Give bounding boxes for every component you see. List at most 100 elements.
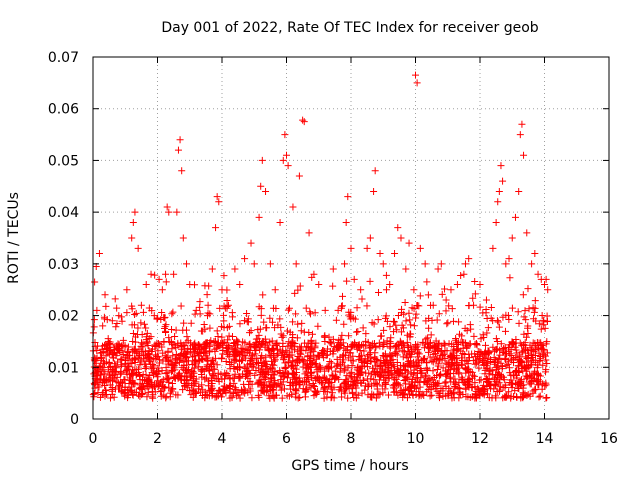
data-point <box>185 387 193 395</box>
data-point <box>525 305 533 313</box>
data-point <box>357 286 365 294</box>
data-point <box>404 368 412 376</box>
data-point <box>520 363 528 371</box>
data-point <box>452 334 460 342</box>
data-point <box>201 325 209 333</box>
data-point <box>177 350 185 358</box>
data-point <box>190 387 198 395</box>
data-point <box>489 244 497 252</box>
data-point <box>444 392 452 400</box>
data-point <box>543 318 551 326</box>
data-point <box>519 394 527 402</box>
data-point <box>220 338 228 346</box>
data-point <box>250 260 258 268</box>
data-point <box>136 372 144 380</box>
data-point <box>352 391 360 399</box>
data-point <box>516 380 524 388</box>
points-layer <box>89 71 552 402</box>
data-point <box>263 387 271 395</box>
data-point <box>538 311 546 319</box>
data-point <box>513 394 521 402</box>
data-point <box>400 376 408 384</box>
data-point <box>292 373 300 381</box>
data-point <box>497 383 505 391</box>
data-point <box>389 382 397 390</box>
data-point <box>509 340 517 348</box>
data-point <box>512 346 520 354</box>
data-point <box>311 309 319 317</box>
data-point <box>365 351 373 359</box>
data-point <box>90 379 98 387</box>
data-point <box>392 375 400 383</box>
data-point <box>214 339 222 347</box>
data-point <box>324 362 332 370</box>
data-point <box>473 341 481 349</box>
data-point <box>400 343 408 351</box>
data-point <box>499 394 507 402</box>
data-point <box>410 322 418 330</box>
data-point <box>96 393 104 401</box>
data-point <box>271 367 279 375</box>
data-point <box>158 308 166 316</box>
data-point <box>263 360 271 368</box>
data-point <box>436 356 444 364</box>
data-point <box>505 364 513 372</box>
data-point <box>289 318 297 326</box>
data-point <box>403 331 411 339</box>
data-point <box>139 347 147 355</box>
data-point <box>195 382 203 390</box>
data-point <box>482 296 490 304</box>
data-point <box>237 357 245 365</box>
data-point <box>258 156 266 164</box>
data-point <box>154 314 162 322</box>
data-point <box>459 349 467 357</box>
data-point <box>123 309 131 317</box>
data-point <box>114 345 122 353</box>
data-point <box>382 353 390 361</box>
data-point <box>412 341 420 349</box>
data-point <box>512 339 520 347</box>
data-point <box>349 352 357 360</box>
data-point <box>217 370 225 378</box>
data-point <box>402 351 410 359</box>
data-point <box>395 345 403 353</box>
data-point <box>134 244 142 252</box>
data-point <box>329 335 337 343</box>
data-point <box>448 340 456 348</box>
data-point <box>382 271 390 279</box>
data-point <box>159 376 167 384</box>
data-point <box>285 370 293 378</box>
data-point <box>530 308 538 316</box>
data-point <box>222 357 230 365</box>
data-point <box>113 304 121 312</box>
data-point <box>191 358 199 366</box>
data-point <box>377 332 385 340</box>
data-point <box>90 393 98 401</box>
data-point <box>352 328 360 336</box>
data-point <box>422 335 430 343</box>
data-point <box>394 391 402 399</box>
data-point <box>284 359 292 367</box>
data-point <box>337 364 345 372</box>
data-point <box>350 341 358 349</box>
data-point <box>349 342 357 350</box>
data-point <box>424 334 432 342</box>
data-point <box>393 359 401 367</box>
data-point <box>262 187 270 195</box>
data-point <box>337 383 345 391</box>
data-point <box>494 373 502 381</box>
data-point <box>293 334 301 342</box>
data-point <box>133 331 141 339</box>
data-point <box>116 348 124 356</box>
data-point <box>321 367 329 375</box>
data-point <box>446 375 454 383</box>
data-point <box>448 305 456 313</box>
data-point <box>131 338 139 346</box>
data-point <box>308 273 316 281</box>
data-point <box>407 321 415 329</box>
data-point <box>471 383 479 391</box>
data-point <box>257 311 265 319</box>
data-point <box>364 382 372 390</box>
data-point <box>280 372 288 380</box>
data-point <box>246 356 254 364</box>
